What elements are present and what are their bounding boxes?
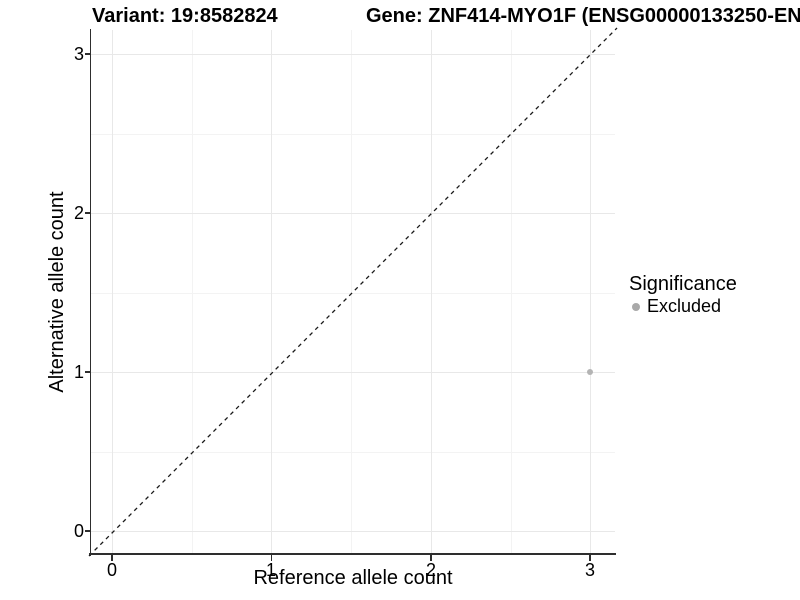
y-tick-label: 1 — [73, 362, 84, 382]
x-tick-mark — [589, 555, 591, 561]
legend-item-excluded: Excluded — [632, 296, 737, 317]
gridline-y-major — [91, 372, 615, 374]
gridline-x-minor — [351, 30, 352, 554]
gridline-y-minor — [91, 292, 615, 294]
x-tick-label: 0 — [106, 560, 117, 580]
gene-title: Gene: ZNF414-MYO1F (ENSG00000133250-ENS — [366, 5, 800, 27]
gridline-x-minor — [510, 30, 512, 554]
legend-title: Significance — [629, 273, 737, 295]
gridline-y-major — [91, 531, 615, 533]
gridline-y-major — [91, 54, 615, 56]
y-tick-label: 3 — [73, 44, 84, 64]
legend-item-label: Excluded — [647, 296, 722, 316]
x-tick-label: 3 — [584, 560, 595, 580]
y-tick-mark — [85, 371, 91, 373]
data-point-excluded — [587, 369, 593, 375]
gridline-y-minor — [91, 133, 615, 135]
x-tick-mark — [430, 555, 432, 561]
identity-line — [88, 27, 618, 557]
x-tick-mark — [270, 555, 273, 561]
y-tick-mark — [85, 53, 91, 55]
x-tick-label: 2 — [425, 560, 436, 580]
circle-icon — [632, 302, 640, 311]
y-axis-line — [89, 29, 92, 556]
legend: Significance Excluded — [629, 272, 737, 317]
gridline-y-minor — [91, 451, 615, 453]
y-tick-label: 2 — [73, 203, 84, 223]
gridline-x-minor — [191, 30, 193, 554]
x-tick-mark — [111, 555, 113, 561]
gridline-x-major — [112, 30, 114, 554]
x-axis-line — [89, 553, 616, 555]
gridline-x-major — [431, 30, 433, 554]
y-tick-label: 0 — [73, 521, 84, 541]
x-axis-title: Reference allele count — [253, 567, 453, 589]
y-tick-mark — [85, 212, 91, 214]
plot-panel — [88, 27, 618, 557]
gridline-y-major — [91, 213, 615, 215]
gridline-x-major — [590, 30, 592, 554]
variant-title: Variant: 19:8582824 — [92, 5, 278, 27]
y-tick-mark — [85, 530, 91, 532]
y-axis-title: Alternative allele count — [46, 191, 68, 393]
gridline-x-major — [271, 30, 273, 554]
x-tick-label: 1 — [265, 560, 276, 580]
